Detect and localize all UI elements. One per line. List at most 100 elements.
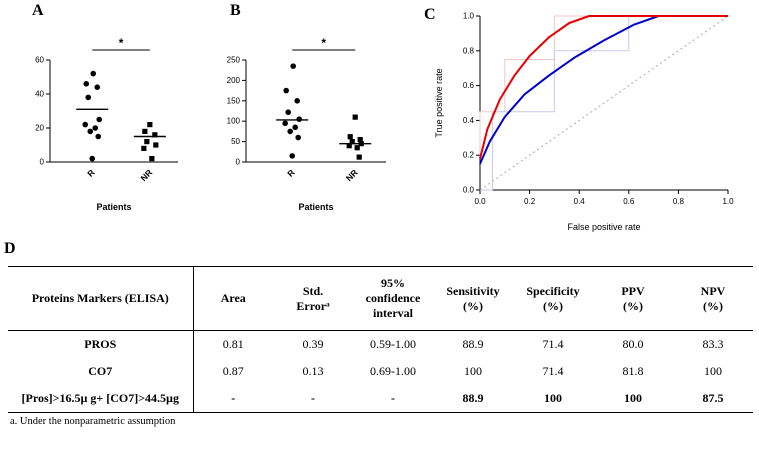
y-tick-label: 0.6 [463, 81, 475, 90]
data-point [95, 133, 102, 140]
data-point [92, 125, 99, 131]
table-row: [Pros]>16.5µ g+ [CO7]>44.5µg - - -88.9 100 10… [8, 385, 753, 413]
significance-star: * [321, 36, 326, 50]
header-protein-markers: Proteins Markers (ELISA) [8, 266, 194, 331]
marker-name-cell: PROS [8, 330, 194, 358]
value-cell: 0.59-1.00 [370, 337, 416, 351]
marker-name-cell: CO7 [8, 358, 194, 385]
y-tick-label: 0 [40, 158, 45, 167]
data-point [153, 142, 159, 148]
data-point [347, 134, 353, 140]
value-cell: 88.9 [433, 385, 513, 413]
y-tick-label: 0.8 [463, 46, 475, 55]
marker-name-cell: [Pros]>16.5µ g+ [CO7]>44.5µg [8, 385, 194, 413]
value-cell: 81.8 [622, 364, 644, 378]
plot-area: 0 20 40 60 R NR * Patients [35, 36, 178, 212]
x-tick-label: 0.8 [673, 197, 685, 206]
data-point [346, 143, 352, 149]
panel-c-roc-chart: 0.0 0.2 0.4 0.6 0.8 1.0 0.0 0.2 0.4 0.6 0.8 1.0 Fals… [434, 12, 734, 233]
data-point [294, 98, 300, 104]
plot-area: 0 50 100 150 200 250 R NR * Patients [227, 36, 386, 212]
data-point [90, 70, 97, 77]
data-point [149, 156, 155, 162]
y-tick-label: 150 [227, 96, 241, 105]
value-cell: 100 [593, 385, 673, 413]
value-cell: 71.4 [542, 337, 564, 351]
data-point [94, 84, 101, 90]
data-point [354, 145, 360, 151]
significance-star: * [119, 36, 124, 50]
x-category-label: R [85, 167, 96, 178]
value-cell: 88.9 [462, 337, 484, 351]
y-tick-label: 0.4 [463, 116, 475, 125]
header-cell: Area [193, 266, 273, 331]
value-cell: - [193, 385, 273, 413]
series-line [480, 15, 728, 191]
data-point [356, 154, 362, 160]
x-tick-label: 0.4 [574, 197, 586, 206]
value-cell: 83.3 [702, 337, 724, 351]
value-cell: 0.39 [302, 337, 324, 351]
panel-b-dot-plot: 0 50 100 150 200 250 R NR * Patients [227, 36, 386, 212]
panel-d-label: D [4, 240, 16, 257]
x-tick-label: 0.6 [623, 197, 635, 206]
series-line [479, 15, 729, 191]
y-tick-label: 200 [227, 76, 241, 85]
x-axis-label: Patients [298, 202, 333, 212]
panel-a-dot-plot: 0 20 40 60 R NR * Patients [35, 36, 178, 212]
data-point [96, 116, 103, 123]
x-tick-label: 0.2 [524, 197, 536, 206]
data-point [141, 145, 147, 151]
data-point [142, 128, 148, 134]
value-cell: 0.13 [302, 364, 324, 378]
panel-c-label: C [424, 6, 436, 23]
header-cell: 95% confidence interval [353, 266, 433, 331]
value-cell: - [273, 385, 353, 413]
table-body: PROS 0.81 0.39 0.59-1.00 88.9 71.4 80.0 83.3 CO7… [8, 330, 753, 413]
x-tick-label: 1.0 [722, 197, 734, 206]
y-tick-label: 0.2 [463, 151, 475, 160]
x-category-label: NR [138, 167, 154, 183]
value-cell: 87.5 [673, 385, 753, 413]
value-cell: 0.87 [222, 364, 244, 378]
table-row: PROS 0.81 0.39 0.59-1.00 88.9 71.4 80.0 83.3 [8, 330, 753, 358]
x-axis-label: False positive rate [567, 222, 640, 232]
data-point [147, 122, 153, 128]
data-point [144, 139, 150, 145]
value-cell: 80.0 [622, 337, 644, 351]
series-line [479, 15, 728, 159]
data-point [296, 116, 302, 122]
table-footnote: a. Under the nonparametric assumption [10, 416, 176, 427]
data-point [292, 124, 298, 131]
value-cell: 0.81 [222, 337, 244, 351]
header-cell: Sensitivity (%) [433, 266, 513, 331]
y-tick-label: 40 [35, 90, 44, 99]
series-line [479, 15, 728, 156]
data-point [152, 132, 158, 138]
data-point [83, 81, 90, 87]
y-tick-label: 60 [35, 56, 44, 65]
value-cell: 71.4 [542, 364, 564, 378]
results-table: Proteins Markers (ELISA) Area Std. Errorᵃ 9… [8, 266, 753, 413]
series-line [479, 15, 728, 165]
data-point [357, 136, 363, 143]
x-category-label: NR [344, 167, 360, 183]
value-cell: 100 [464, 364, 482, 378]
data-point [290, 63, 296, 69]
y-axis-label: True positive rate [434, 68, 444, 137]
data-point [352, 114, 358, 120]
data-point [349, 139, 355, 145]
data-point [89, 155, 96, 162]
y-tick-label: 100 [227, 117, 241, 126]
results-table-wrap: Proteins Markers (ELISA) Area Std. Errorᵃ 9… [8, 266, 753, 427]
data-point [285, 109, 291, 116]
data-point [82, 121, 89, 128]
value-cell: 0.69-1.00 [370, 364, 416, 378]
data-point [85, 94, 92, 101]
x-category-label: R [285, 167, 296, 178]
value-cell: 100 [704, 364, 722, 378]
data-point [282, 120, 288, 127]
data-point [287, 128, 293, 135]
y-tick-label: 20 [35, 124, 44, 133]
